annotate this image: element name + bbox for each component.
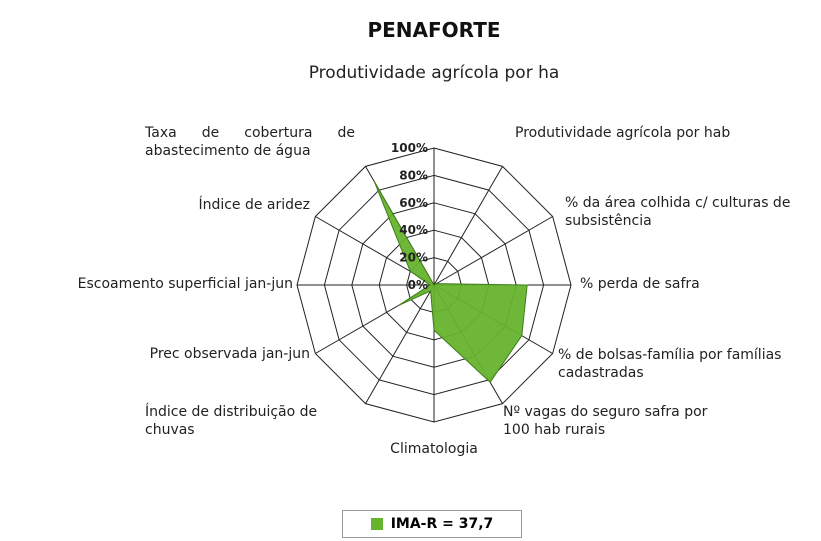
chart-title: PENAFORTE (367, 18, 501, 42)
y-tick-label: 40% (399, 223, 428, 237)
category-label: Climatologia (390, 441, 478, 457)
radar-area (373, 181, 528, 384)
category-label: Índice de aridez (198, 197, 310, 213)
y-tick-label: 0% (408, 278, 428, 292)
legend: IMA-R = 37,7 (342, 510, 522, 538)
category-label: Produtividade agrícola por hab (515, 125, 731, 141)
category-label: Prec observada jan-jun (149, 346, 310, 362)
y-tick-label: 60% (399, 196, 428, 210)
spoke (433, 216, 553, 286)
category-label: Índice de distribuição de chuvas (145, 404, 318, 438)
spoke (433, 166, 503, 286)
category-label: Escoamento superficial jan-jun (77, 276, 293, 292)
category-label: % perda de safra (580, 276, 700, 292)
category-label: Nº vagas do seguro safra por 100 hab rur… (503, 404, 708, 438)
category-label: % da área colhida c/ culturas de subsist… (565, 195, 791, 229)
category-label: Produtividade agrícola por ha (308, 63, 560, 83)
category-label: Taxa de cobertura de abastecimento de ág… (145, 125, 355, 159)
y-tick-label: 100% (391, 141, 428, 155)
category-label: % de bolsas-família por famílias cadastr… (558, 347, 782, 381)
legend-swatch (370, 518, 383, 530)
spoke (365, 284, 435, 404)
y-tick-label: 20% (399, 251, 428, 265)
legend-label: IMA-R = 37,7 (390, 516, 494, 532)
y-tick-label: 80% (399, 168, 428, 182)
